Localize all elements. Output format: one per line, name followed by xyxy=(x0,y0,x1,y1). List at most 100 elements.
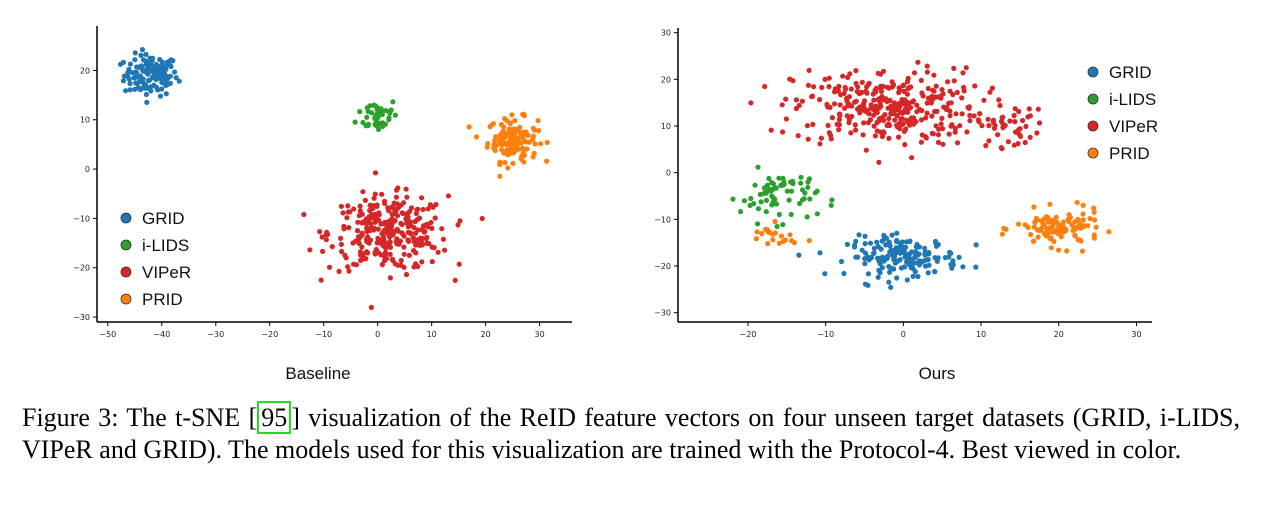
scatter-point xyxy=(795,133,801,139)
scatter-point xyxy=(844,113,850,119)
scatter-point xyxy=(828,202,834,208)
scatter-point xyxy=(346,268,352,274)
scatter-point xyxy=(1022,139,1028,146)
scatter-point xyxy=(405,237,411,243)
scatter-point xyxy=(919,107,925,114)
scatter-point xyxy=(862,256,868,262)
scatter-point xyxy=(1065,216,1071,222)
scatter-point xyxy=(370,205,376,211)
scatter-point xyxy=(757,191,763,198)
scatter-point xyxy=(1032,220,1038,226)
scatter-point xyxy=(1091,209,1097,215)
scatter-point xyxy=(1049,218,1055,224)
scatter-point xyxy=(900,121,906,127)
scatter-point xyxy=(1031,204,1037,210)
scatter-point xyxy=(804,123,811,129)
scatter-point xyxy=(864,107,870,113)
scatter-point xyxy=(1039,218,1045,224)
scatter-point xyxy=(420,227,426,233)
scatter-point xyxy=(950,92,956,98)
scatter-point xyxy=(392,261,398,267)
scatter-point xyxy=(445,193,452,199)
scatter-point xyxy=(386,115,392,121)
scatter-point xyxy=(867,240,874,246)
scatter-point xyxy=(767,186,773,192)
scatter-point xyxy=(886,279,892,285)
scatter-point xyxy=(780,129,786,135)
scatter-point xyxy=(933,83,939,89)
scatter-point xyxy=(153,74,160,80)
scatter-point xyxy=(772,185,778,191)
scatter-point xyxy=(143,91,149,98)
scatter-point xyxy=(946,254,952,260)
scatter-point xyxy=(360,219,366,225)
scatter-point xyxy=(502,160,508,166)
scatter-point xyxy=(824,101,830,108)
scatter-point xyxy=(864,90,870,96)
scatter-point xyxy=(876,255,882,262)
scatter-point xyxy=(763,190,769,196)
scatter-point xyxy=(492,145,498,152)
scatter-point xyxy=(168,57,174,63)
scatter-point xyxy=(1091,235,1097,241)
scatter-point xyxy=(394,213,401,219)
scatter-point xyxy=(784,188,790,194)
scatter-point xyxy=(774,223,780,230)
scatter-point xyxy=(356,213,362,219)
scatter-point xyxy=(875,274,881,280)
x-tick-label: 20 xyxy=(481,330,491,339)
scatter-point xyxy=(158,63,164,69)
scatter-point xyxy=(829,197,835,203)
scatter-point xyxy=(146,63,153,69)
scatter-point xyxy=(151,69,157,75)
scatter-point xyxy=(389,256,395,262)
scatter-point xyxy=(987,89,993,95)
scatter-point xyxy=(825,122,831,129)
scatter-point xyxy=(930,131,937,137)
scatter-point xyxy=(862,250,869,256)
scatter-point xyxy=(1049,229,1055,235)
scatter-point xyxy=(814,211,820,217)
citation-link[interactable]: 95 xyxy=(257,401,292,434)
scatter-point xyxy=(352,119,358,125)
scatter-point xyxy=(887,269,893,275)
scatter-point xyxy=(338,203,344,209)
scatter-point xyxy=(938,121,944,127)
scatter-point xyxy=(951,78,957,84)
scatter-point xyxy=(949,122,955,128)
scatter-point xyxy=(763,209,769,215)
y-tick-label: 10 xyxy=(661,122,671,131)
scatter-point xyxy=(508,149,514,155)
scatter-point xyxy=(1057,230,1063,236)
scatter-point xyxy=(856,232,862,238)
scatter-point xyxy=(435,249,441,255)
scatter-point xyxy=(805,179,811,185)
scatter-point xyxy=(841,90,847,96)
scatter-point xyxy=(947,108,953,114)
scatter-point xyxy=(852,242,858,248)
scatter-point xyxy=(518,156,524,162)
scatter-point xyxy=(836,83,842,89)
scatter-point xyxy=(910,273,916,279)
scatter-point xyxy=(911,70,918,76)
scatter-point xyxy=(922,251,928,257)
scatter-point xyxy=(963,65,969,71)
scatter-point xyxy=(874,239,880,245)
scatter-point xyxy=(780,222,786,228)
y-tick-label: −20 xyxy=(654,262,671,271)
x-tick-label: −20 xyxy=(739,330,756,339)
scatter-point xyxy=(898,116,904,122)
scatter-point xyxy=(375,235,381,241)
scatter-point xyxy=(802,190,808,196)
scatter-point xyxy=(924,63,930,69)
scatter-point xyxy=(894,238,900,245)
scatter-point xyxy=(144,85,150,91)
scatter-point xyxy=(853,127,859,133)
scatter-point xyxy=(923,115,929,121)
scatter-point xyxy=(865,282,871,288)
scatter-point xyxy=(380,243,386,249)
scatter-point xyxy=(317,229,323,235)
figure-canvas: −50 −40 −30 −20 −10 0 10 20 30 −30 −20 −10 0 10 20 GR… xyxy=(73,26,1158,383)
scatter-point xyxy=(810,121,816,127)
legend-label: GRID xyxy=(1109,63,1152,82)
